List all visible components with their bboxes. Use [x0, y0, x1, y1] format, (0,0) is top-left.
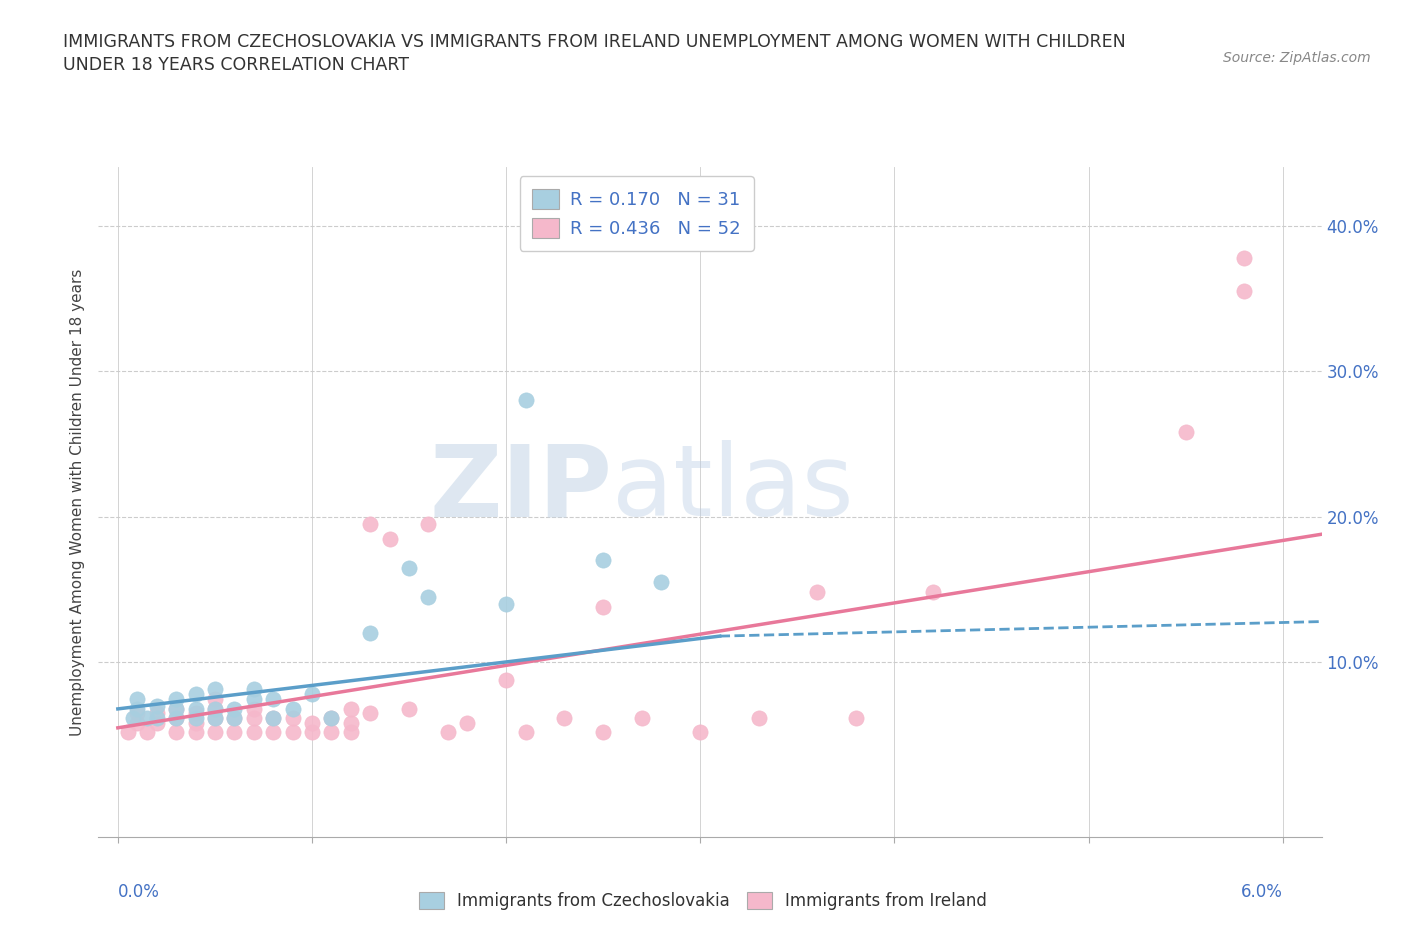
Point [321, 711, 343, 725]
Text: atlas: atlas [612, 440, 853, 538]
Point [165, 701, 187, 716]
Legend: R = 0.170   N = 31, R = 0.436   N = 52: R = 0.170 N = 31, R = 0.436 N = 52 [520, 177, 754, 250]
Point [242, 701, 264, 716]
Point [321, 724, 343, 739]
Point [553, 711, 575, 725]
Point [204, 701, 226, 716]
Point [242, 711, 264, 725]
Point [184, 724, 207, 739]
Point [398, 560, 420, 575]
Point [242, 681, 264, 696]
Legend: Immigrants from Czechoslovakia, Immigrants from Ireland: Immigrants from Czechoslovakia, Immigran… [412, 885, 994, 917]
Point [418, 590, 440, 604]
Point [262, 711, 284, 725]
Point [1233, 250, 1256, 265]
Point [242, 691, 264, 706]
Text: ZIP: ZIP [429, 440, 612, 538]
Point [689, 724, 711, 739]
Point [145, 698, 167, 713]
Point [145, 711, 167, 725]
Point [845, 711, 868, 725]
Point [204, 711, 226, 725]
Point [165, 701, 187, 716]
Point [515, 724, 537, 739]
Point [127, 701, 149, 716]
Point [1174, 425, 1197, 440]
Point [515, 392, 537, 407]
Point [224, 711, 246, 725]
Point [165, 711, 187, 725]
Point [127, 691, 149, 706]
Point [184, 716, 207, 731]
Point [495, 597, 517, 612]
Point [145, 716, 167, 731]
Point [262, 691, 284, 706]
Point [321, 711, 343, 725]
Point [165, 711, 187, 725]
Point [340, 701, 363, 716]
Point [398, 701, 420, 716]
Point [165, 691, 187, 706]
Text: 0.0%: 0.0% [118, 883, 160, 900]
Point [127, 716, 149, 731]
Point [592, 553, 614, 568]
Point [184, 701, 207, 716]
Point [301, 716, 323, 731]
Point [1233, 284, 1256, 299]
Point [592, 724, 614, 739]
Text: Source: ZipAtlas.com: Source: ZipAtlas.com [1223, 51, 1371, 65]
Point [418, 516, 440, 531]
Point [224, 711, 246, 725]
Point [165, 724, 187, 739]
Point [281, 711, 304, 725]
Point [242, 724, 264, 739]
Point [359, 516, 381, 531]
Point [378, 531, 401, 546]
Point [301, 724, 323, 739]
Point [224, 701, 246, 716]
Point [592, 600, 614, 615]
Point [136, 724, 159, 739]
Point [145, 706, 167, 721]
Point [224, 724, 246, 739]
Point [359, 706, 381, 721]
Point [204, 724, 226, 739]
Y-axis label: Unemployment Among Women with Children Under 18 years: Unemployment Among Women with Children U… [70, 269, 86, 736]
Point [184, 711, 207, 725]
Point [631, 711, 654, 725]
Point [456, 716, 478, 731]
Point [281, 724, 304, 739]
Point [204, 711, 226, 725]
Point [650, 575, 672, 590]
Text: IMMIGRANTS FROM CZECHOSLOVAKIA VS IMMIGRANTS FROM IRELAND UNEMPLOYMENT AMONG WOM: IMMIGRANTS FROM CZECHOSLOVAKIA VS IMMIGR… [63, 33, 1126, 74]
Point [806, 585, 828, 600]
Point [136, 711, 159, 725]
Point [204, 701, 226, 716]
Point [184, 706, 207, 721]
Point [117, 724, 139, 739]
Point [281, 701, 304, 716]
Point [204, 681, 226, 696]
Point [127, 706, 149, 721]
Point [262, 724, 284, 739]
Point [340, 716, 363, 731]
Point [262, 711, 284, 725]
Point [359, 626, 381, 641]
Point [301, 687, 323, 702]
Point [437, 724, 460, 739]
Point [340, 724, 363, 739]
Point [184, 687, 207, 702]
Point [922, 585, 945, 600]
Point [495, 672, 517, 687]
Point [122, 711, 145, 725]
Point [204, 691, 226, 706]
Text: 6.0%: 6.0% [1241, 883, 1282, 900]
Point [748, 711, 770, 725]
